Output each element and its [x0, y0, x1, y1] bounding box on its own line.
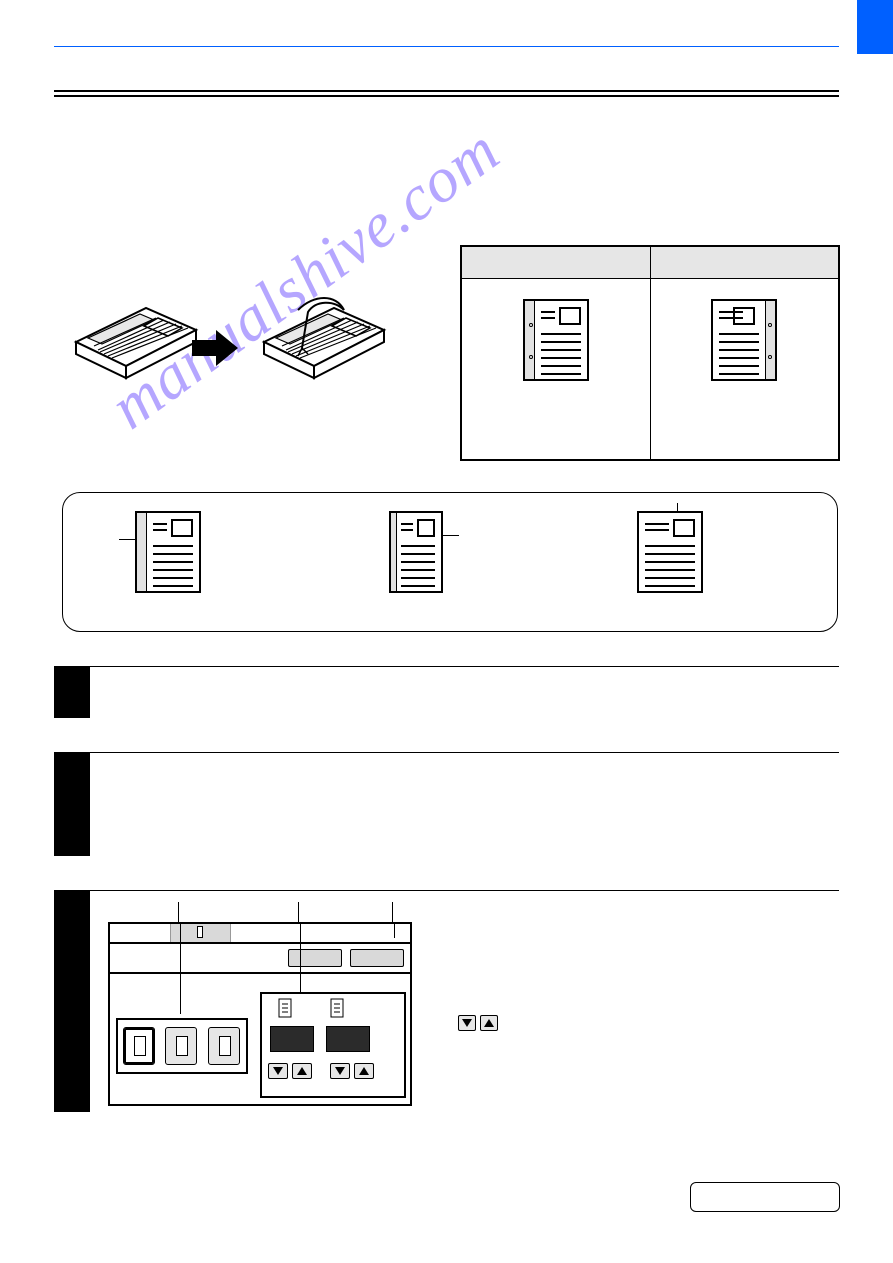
pointer-1: [178, 902, 179, 924]
staple-opt-1[interactable]: [123, 1027, 155, 1065]
callout-doc-2-icon: [389, 511, 443, 593]
options-table-col-1: [462, 247, 651, 278]
margin-1-up[interactable]: [292, 1063, 312, 1079]
margin-value-1: [270, 1026, 314, 1052]
pointer-2: [298, 902, 299, 924]
inline-key-up[interactable]: [480, 1015, 498, 1031]
pointer-1b: [180, 922, 181, 1014]
pointer-2b: [300, 922, 301, 994]
panel-action-btn-1[interactable]: [288, 949, 342, 967]
doc-left-bind-holes-icon: [523, 299, 589, 381]
inline-key-down[interactable]: [458, 1015, 476, 1031]
pointer-3b: [394, 922, 395, 938]
callout-doc-1-icon: [135, 511, 201, 593]
options-table-cell-1: [462, 279, 651, 459]
double-rule: [54, 90, 839, 94]
panel-action-row: [110, 944, 410, 974]
inline-arrow-keys: [458, 1014, 498, 1032]
step-1-number: [54, 666, 90, 718]
margin-icon-1: [276, 998, 294, 1020]
margin-2-up[interactable]: [354, 1063, 374, 1079]
margin-1-down[interactable]: [268, 1063, 288, 1079]
options-table: [460, 245, 840, 461]
step-3-divider: [54, 890, 839, 891]
pointer-3: [392, 902, 393, 924]
panel-tabs: [110, 924, 410, 944]
tab-active[interactable]: [170, 924, 232, 942]
margin-2-down[interactable]: [330, 1063, 350, 1079]
margin-group: [260, 992, 406, 1098]
contents-link[interactable]: [690, 1182, 840, 1212]
staple-opt-3[interactable]: [208, 1027, 240, 1065]
section-tab: [857, 0, 893, 54]
callout-doc-3-icon: [637, 511, 703, 593]
step-1-divider: [54, 666, 839, 667]
options-table-header: [462, 247, 838, 279]
options-table-col-2: [651, 247, 839, 278]
margin-icon-2: [328, 998, 346, 1020]
step-2-number: [54, 752, 90, 856]
control-panel: [108, 922, 412, 1106]
step-3-number: [54, 890, 90, 1112]
book-before-icon: [70, 296, 200, 396]
book-after-icon: [258, 296, 388, 396]
arrow-icon: [192, 330, 238, 366]
margin-value-2: [326, 1026, 370, 1052]
panel-action-btn-2[interactable]: [350, 949, 404, 967]
staple-group: [116, 1018, 248, 1074]
top-rule: [54, 46, 839, 50]
staple-opt-2[interactable]: [165, 1027, 197, 1065]
page: manualshive.com: [0, 0, 893, 1263]
callout-panel: [62, 492, 838, 632]
doc-right-bind-holes-icon: [711, 299, 777, 381]
step-2-divider: [54, 752, 839, 753]
options-table-cell-2: [651, 279, 839, 459]
